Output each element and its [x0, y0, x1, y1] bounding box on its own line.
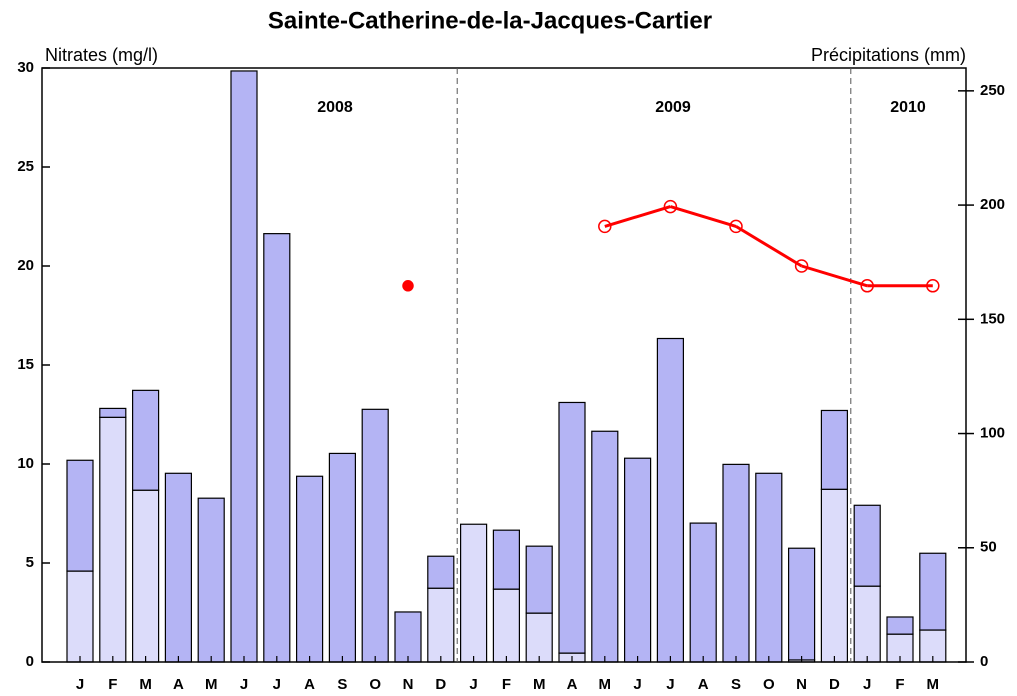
x-tick-label: J [863, 676, 871, 693]
bar [66, 459, 94, 572]
year-label: 2009 [655, 99, 691, 116]
x-tick-label: J [633, 676, 641, 693]
bar [99, 416, 127, 663]
y2-tick-label: 50 [980, 539, 997, 556]
bar [656, 337, 685, 663]
bar [558, 401, 586, 654]
year-label: 2010 [890, 99, 926, 116]
y-tick-label: 20 [17, 257, 34, 274]
x-tick-label: O [369, 676, 381, 693]
bar [99, 407, 127, 418]
bar [492, 588, 520, 663]
line-segment [801, 264, 868, 288]
y-tick-label: 15 [17, 356, 34, 373]
x-tick-label: J [240, 676, 248, 693]
bar [164, 472, 192, 663]
bar [460, 523, 488, 663]
x-tick-label: A [173, 676, 184, 693]
point [729, 219, 743, 234]
bar [820, 488, 849, 663]
bar [132, 389, 160, 491]
bar [263, 233, 291, 663]
x-tick-label: F [895, 676, 904, 693]
x-tick-label: F [502, 676, 511, 693]
bar [427, 587, 455, 663]
x-tick-label: D [435, 676, 446, 693]
bar [787, 547, 816, 661]
y-tick-label: 30 [17, 59, 34, 76]
line-segment [669, 205, 737, 228]
x-tick-label: S [337, 676, 347, 693]
y-tick-label: 5 [26, 554, 34, 571]
x-tick-label: N [403, 676, 414, 693]
x-tick-label: M [533, 676, 546, 693]
point [926, 279, 940, 293]
x-tick-label: A [698, 676, 709, 693]
y2-tick-label: 150 [980, 310, 1005, 327]
bar [328, 452, 356, 663]
bar [919, 552, 947, 631]
x-tick-label: D [829, 676, 840, 693]
x-tick-label: S [731, 676, 741, 693]
line-segment [735, 225, 803, 268]
bar [66, 570, 94, 663]
chart-title: Sainte-Catherine-de-la-Jacques-Cartier [268, 7, 712, 34]
x-tick-label: J [76, 676, 84, 693]
bar [492, 529, 520, 590]
x-tick-label: F [108, 676, 117, 693]
x-tick-label: J [469, 676, 477, 693]
bar [394, 611, 422, 663]
x-tick-label: M [927, 676, 940, 693]
x-tick-label: O [763, 676, 775, 693]
bar [525, 612, 553, 663]
x-tick-label: J [273, 676, 281, 693]
bar [296, 475, 324, 663]
y-tick-label: 10 [17, 455, 34, 472]
y2-tick-label: 100 [980, 425, 1005, 442]
y-tick-label: 25 [17, 158, 34, 175]
x-tick-label: M [599, 676, 612, 693]
bar [361, 408, 389, 663]
bar [132, 489, 160, 663]
y2-tick-label: 0 [980, 653, 988, 670]
bar [755, 472, 783, 663]
x-tick-label: M [139, 676, 152, 693]
x-tick-label: A [567, 676, 578, 693]
bar [197, 497, 225, 663]
bar [886, 616, 914, 635]
bar [689, 522, 717, 663]
point [794, 259, 809, 273]
bar [591, 430, 619, 663]
bar [853, 504, 881, 587]
y2-tick-label: 250 [980, 82, 1005, 99]
bar [820, 409, 849, 490]
bar [623, 457, 652, 663]
line-segment [604, 205, 671, 228]
bar [427, 555, 455, 589]
y2-axis-label: Précipitations (mm) [811, 45, 966, 65]
y-axis-label: Nitrates (mg/l) [45, 45, 158, 65]
bar [722, 463, 750, 663]
x-tick-label: A [304, 676, 315, 693]
year-label: 2008 [317, 99, 353, 116]
point [598, 219, 612, 234]
x-tick-label: N [796, 676, 807, 693]
point [402, 280, 414, 292]
point [663, 199, 678, 214]
bar [230, 70, 258, 663]
x-tick-label: M [205, 676, 218, 693]
y2-tick-label: 200 [980, 196, 1005, 213]
x-tick-label: J [666, 676, 674, 693]
point [860, 279, 874, 293]
bar [525, 545, 553, 614]
bar [853, 585, 881, 663]
y-tick-label: 0 [26, 653, 34, 670]
